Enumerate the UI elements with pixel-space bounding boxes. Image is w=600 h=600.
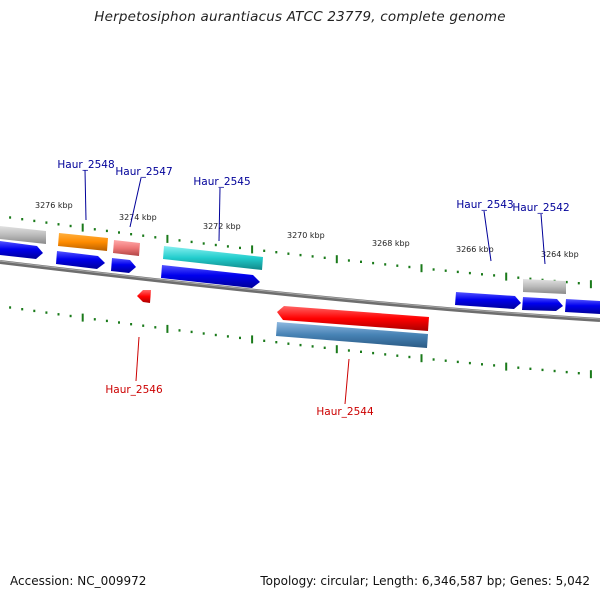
scale-label: 3264 kbp <box>541 250 579 259</box>
scale-label: 3276 kbp <box>35 201 73 210</box>
scale-label: 3270 kbp <box>287 231 325 240</box>
leader-haur-2543 <box>483 210 492 262</box>
accession-text: Accession: NC_009972 <box>10 574 147 588</box>
leader-haur-2548 <box>84 169 87 221</box>
genome-backbone-highlight <box>0 260 600 320</box>
gene-label-haur-2542[interactable]: Haur_2542 <box>512 202 569 214</box>
gene-label-haur-2548[interactable]: Haur_2548 <box>57 159 114 171</box>
cds-arrow[interactable] <box>0 241 43 259</box>
map-title: Herpetosiphon aurantiacus ATCC 23779, co… <box>94 9 506 25</box>
cds-arrow[interactable] <box>565 299 600 314</box>
cds-arrow[interactable] <box>111 258 136 273</box>
cds-arrow[interactable] <box>522 297 563 311</box>
scale-labels: 3276 kbp 3274 kbp 3272 kbp 3270 kbp 3268… <box>35 201 579 259</box>
scale-label: 3274 kbp <box>119 213 157 222</box>
steel-feature[interactable] <box>276 322 428 348</box>
gene-label-haur-2543[interactable]: Haur_2543 <box>456 199 513 211</box>
gene-labels-upper: Haur_2548 Haur_2547 Haur_2545 Haur_2543 … <box>57 159 569 214</box>
grey-feature-right[interactable] <box>523 279 566 294</box>
cds-arrow[interactable] <box>161 265 260 288</box>
scale-label: 3266 kbp <box>456 245 494 254</box>
cds-arrow[interactable] <box>56 251 105 269</box>
pink-feature[interactable] <box>113 240 140 256</box>
scale-label: 3272 kbp <box>203 222 241 231</box>
cds-arrow-haur-2544[interactable] <box>277 306 429 331</box>
cds-arrow[interactable] <box>455 292 521 309</box>
gene-labels-lower: Haur_2546 Haur_2544 <box>105 384 374 418</box>
lower-scale-ticks <box>9 306 592 379</box>
cds-arrow-haur-2546[interactable] <box>137 290 151 303</box>
leader-haur-2544 <box>344 358 350 405</box>
orange-feature[interactable] <box>58 233 108 251</box>
gene-label-haur-2547[interactable]: Haur_2547 <box>115 166 172 178</box>
leader-haur-2547 <box>129 177 142 228</box>
grey-feature-left[interactable] <box>0 226 46 244</box>
genome-backbone <box>0 260 600 322</box>
upper-scale-ticks <box>9 216 592 289</box>
scale-label: 3268 kbp <box>372 239 410 248</box>
gene-label-haur-2544[interactable]: Haur_2544 <box>316 406 374 418</box>
genome-summary-text: Topology: circular; Length: 6,346,587 bp… <box>260 574 590 588</box>
gene-label-haur-2546[interactable]: Haur_2546 <box>105 384 163 396</box>
gene-label-haur-2545[interactable]: Haur_2545 <box>193 176 250 188</box>
leader-haur-2546 <box>135 336 140 382</box>
label-leader-lines <box>84 169 546 405</box>
leader-haur-2545 <box>218 187 221 242</box>
cyan-feature[interactable] <box>163 246 263 270</box>
leader-haur-2542 <box>540 213 546 265</box>
